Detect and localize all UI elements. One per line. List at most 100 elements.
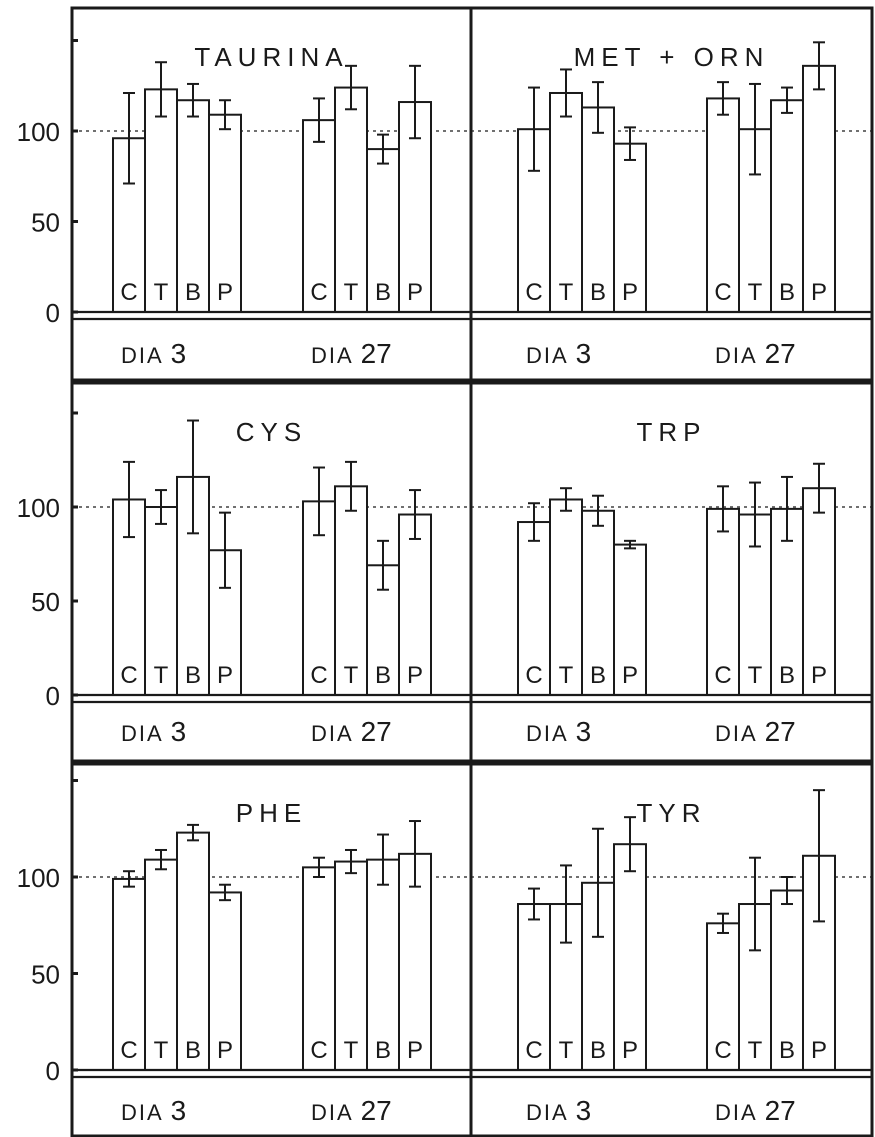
bar-category-label: T bbox=[344, 662, 359, 689]
bar-category-label: C bbox=[120, 279, 137, 306]
bar-category-label: C bbox=[525, 279, 542, 306]
day-label-prefix: DIA bbox=[715, 1100, 765, 1125]
bar bbox=[613, 543, 647, 696]
bar-category-label: C bbox=[310, 279, 327, 306]
bar-category-label: T bbox=[344, 279, 359, 306]
y-tick-label: 0 bbox=[46, 298, 60, 328]
bar-category-label: B bbox=[779, 662, 795, 689]
bar-category-label: T bbox=[154, 662, 169, 689]
bar bbox=[549, 91, 583, 313]
bar-category-label: C bbox=[714, 279, 731, 306]
day-label-number: 27 bbox=[361, 338, 392, 369]
bar bbox=[802, 487, 836, 697]
bar bbox=[613, 843, 647, 1071]
bar-category-label: C bbox=[310, 662, 327, 689]
day-label-number: 3 bbox=[171, 1095, 187, 1126]
y-tick-label: 100 bbox=[17, 493, 60, 523]
bar-category-label: T bbox=[748, 279, 763, 306]
panel-title: PHE bbox=[236, 798, 307, 828]
bar-category-label: C bbox=[714, 662, 731, 689]
bar bbox=[366, 858, 400, 1071]
day-label: DIA 3 bbox=[121, 1095, 186, 1126]
day-label-number: 27 bbox=[361, 1095, 392, 1126]
bar-category-label: B bbox=[185, 279, 201, 306]
day-label: DIA 27 bbox=[311, 716, 392, 747]
day-label-number: 27 bbox=[765, 1095, 796, 1126]
bar-category-label: T bbox=[748, 1037, 763, 1064]
bar-category-label: C bbox=[120, 662, 137, 689]
day-label-prefix: DIA bbox=[526, 343, 576, 368]
panel-title: TYR bbox=[637, 798, 707, 828]
bar-category-label: P bbox=[217, 662, 233, 689]
bar-category-label: C bbox=[525, 1037, 542, 1064]
bar bbox=[176, 831, 210, 1071]
day-label: DIA 3 bbox=[121, 338, 186, 369]
day-label-prefix: DIA bbox=[715, 721, 765, 746]
bar-category-label: B bbox=[590, 279, 606, 306]
y-tick-label: 50 bbox=[31, 960, 60, 990]
day-label: DIA 27 bbox=[715, 716, 796, 747]
bar bbox=[144, 506, 178, 696]
panel-title: CYS bbox=[236, 417, 307, 447]
panel-title: MET + ORN bbox=[574, 42, 770, 72]
bar-category-label: B bbox=[590, 662, 606, 689]
day-label-prefix: DIA bbox=[526, 721, 576, 746]
bar-category-label: C bbox=[714, 1037, 731, 1064]
bar-category-label: T bbox=[559, 662, 574, 689]
day-label-prefix: DIA bbox=[311, 721, 361, 746]
bar-category-label: C bbox=[525, 662, 542, 689]
bar-category-label: P bbox=[622, 1037, 638, 1064]
day-label: DIA 3 bbox=[526, 338, 591, 369]
day-label: DIA 3 bbox=[121, 716, 186, 747]
bar bbox=[802, 64, 836, 313]
bar-category-label: T bbox=[748, 662, 763, 689]
bar-category-label: T bbox=[154, 279, 169, 306]
day-label-prefix: DIA bbox=[311, 1100, 361, 1125]
bar-category-label: B bbox=[185, 1037, 201, 1064]
bar-category-label: T bbox=[344, 1037, 359, 1064]
day-label-number: 3 bbox=[171, 716, 187, 747]
day-label-number: 27 bbox=[765, 716, 796, 747]
y-tick-label: 100 bbox=[17, 117, 60, 147]
day-label-number: 3 bbox=[576, 716, 592, 747]
bar-category-label: P bbox=[622, 662, 638, 689]
day-label: DIA 3 bbox=[526, 1095, 591, 1126]
day-label-prefix: DIA bbox=[121, 721, 171, 746]
bar-category-label: B bbox=[590, 1037, 606, 1064]
bar bbox=[144, 858, 178, 1071]
day-label-number: 27 bbox=[361, 716, 392, 747]
day-label-prefix: DIA bbox=[715, 343, 765, 368]
day-label: DIA 27 bbox=[715, 338, 796, 369]
day-label: DIA 27 bbox=[311, 1095, 392, 1126]
day-label: DIA 27 bbox=[311, 338, 392, 369]
y-tick-label: 0 bbox=[46, 1056, 60, 1086]
day-label-number: 3 bbox=[576, 338, 592, 369]
panel-title: TRP bbox=[637, 417, 707, 447]
bar-category-label: T bbox=[559, 279, 574, 306]
bar-category-label: P bbox=[407, 1037, 423, 1064]
bar-category-label: C bbox=[310, 1037, 327, 1064]
bar-category-label: B bbox=[375, 1037, 391, 1064]
y-tick-label: 50 bbox=[31, 587, 60, 617]
bar-category-label: B bbox=[375, 662, 391, 689]
bar-category-label: B bbox=[375, 279, 391, 306]
day-label-number: 3 bbox=[171, 338, 187, 369]
y-tick-label: 50 bbox=[31, 208, 60, 238]
bar bbox=[302, 119, 336, 313]
day-label: DIA 3 bbox=[526, 716, 591, 747]
bar-category-label: C bbox=[120, 1037, 137, 1064]
day-label: DIA 27 bbox=[715, 1095, 796, 1126]
y-tick-label: 0 bbox=[46, 681, 60, 711]
bar-category-label: P bbox=[622, 279, 638, 306]
bar-category-label: P bbox=[811, 1037, 827, 1064]
panel-title: TAURINA bbox=[194, 42, 348, 72]
day-label-prefix: DIA bbox=[311, 343, 361, 368]
bar-category-label: P bbox=[217, 279, 233, 306]
bar bbox=[581, 106, 615, 313]
bar-category-label: B bbox=[779, 279, 795, 306]
y-tick-label: 100 bbox=[17, 863, 60, 893]
bar bbox=[144, 88, 178, 314]
bar bbox=[549, 903, 583, 1072]
day-label-prefix: DIA bbox=[121, 343, 171, 368]
